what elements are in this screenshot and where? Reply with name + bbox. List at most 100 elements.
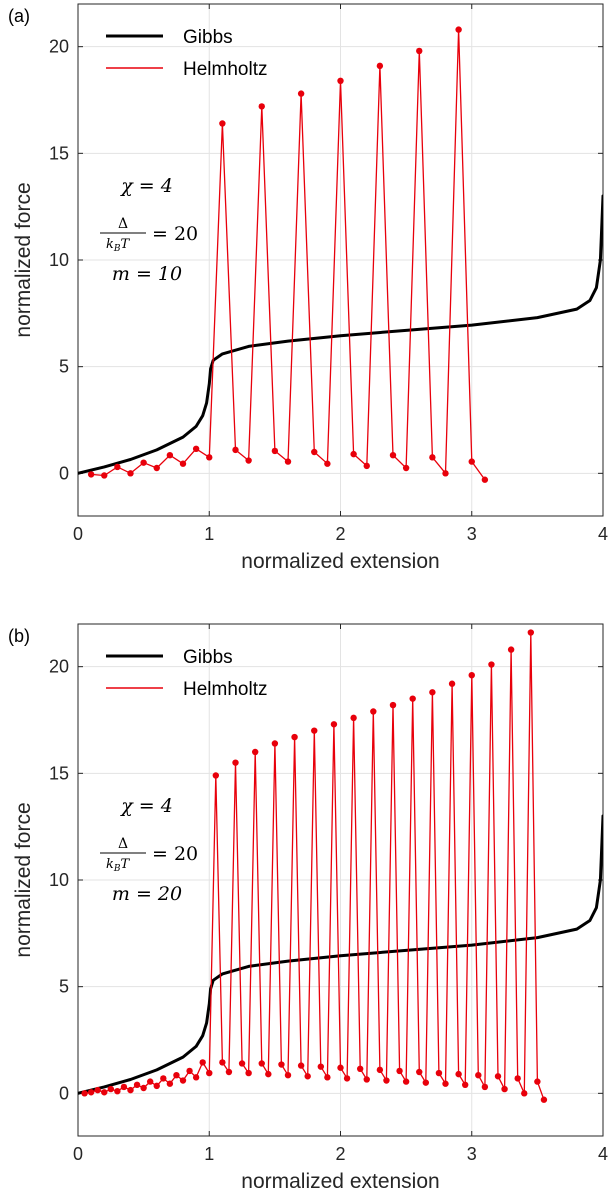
data-point (435, 1069, 443, 1077)
data-point (448, 680, 456, 687)
legend-label-gibbs: Gibbs (183, 27, 233, 48)
chart-panel-b: 0 1 2 3 4 0 5 10 15 20 normalized extension normali… (8, 623, 608, 1193)
data-point (238, 1060, 246, 1067)
data-point (153, 464, 160, 472)
data-point (192, 1074, 200, 1081)
data-point (251, 748, 259, 756)
data-point (271, 740, 279, 747)
data-point (540, 1096, 548, 1103)
data-point (324, 460, 331, 467)
data-point (507, 646, 515, 653)
data-point (219, 1059, 226, 1066)
data-point (422, 1079, 430, 1086)
annotation-chi: χ = 4 (119, 795, 173, 817)
data-point (416, 1068, 423, 1076)
data-point (363, 462, 370, 470)
legend: Gibbs Helmholtz (106, 27, 267, 80)
data-point (107, 1085, 115, 1093)
data-point (245, 1069, 252, 1077)
data-point (166, 1080, 174, 1087)
data-point (81, 1090, 88, 1097)
data-point (376, 62, 384, 70)
data-point (527, 629, 535, 636)
data-point (468, 458, 475, 465)
annotation-delta-num: Δ (118, 216, 128, 232)
data-point (291, 733, 298, 741)
data-point (173, 1072, 180, 1079)
data-point (455, 26, 462, 33)
data-point (475, 1072, 482, 1079)
annotation-m: m = 20 (112, 883, 182, 905)
data-point (521, 1090, 528, 1097)
series-line-gibbs (78, 194, 603, 475)
y-tick-label: 10 (49, 870, 69, 890)
data-point (179, 460, 187, 467)
data-point (416, 47, 423, 55)
data-point (429, 689, 436, 696)
y-tick-label: 20 (49, 657, 69, 677)
data-point (534, 1078, 541, 1085)
data-point (297, 90, 305, 97)
annotation-m: m = 10 (112, 263, 182, 285)
x-tick-label: 3 (467, 1144, 477, 1164)
y-tick-label: 10 (49, 250, 69, 270)
data-point (376, 1066, 384, 1074)
x-axis-label: normalized extension (241, 550, 439, 573)
chart-panel-a: 0 1 2 3 4 0 5 10 15 20 normalized extension normali… (8, 3, 608, 573)
data-point (258, 103, 265, 110)
data-point (461, 1081, 469, 1089)
x-tick-label: 4 (598, 1144, 608, 1164)
data-point (278, 1061, 285, 1068)
data-point (114, 1088, 121, 1095)
data-point (232, 759, 239, 766)
y-tick-label: 0 (59, 1083, 69, 1103)
legend: Gibbs Helmholtz (106, 647, 267, 700)
data-point (356, 1065, 364, 1073)
data-point (186, 1067, 193, 1075)
data-point (468, 672, 475, 679)
data-point (488, 661, 495, 668)
data-point (350, 714, 357, 722)
data-point (271, 447, 279, 455)
y-tick-label: 15 (49, 763, 69, 783)
data-point (114, 463, 121, 471)
den-t: T (121, 857, 131, 872)
data-point (179, 1077, 187, 1084)
den-k: k (106, 237, 114, 252)
data-point (311, 727, 318, 734)
x-axis-label: normalized extension (241, 1170, 439, 1193)
data-point (343, 1075, 351, 1082)
annotation-delta-num: Δ (118, 836, 128, 852)
data-point (120, 1083, 128, 1091)
data-point (192, 445, 200, 452)
x-tick-label: 1 (204, 524, 214, 544)
panel-label: (b) (8, 626, 30, 646)
data-point (206, 454, 213, 461)
data-point (245, 457, 252, 464)
annotation-delta-den: kBT (106, 857, 131, 874)
data-point (87, 471, 95, 478)
data-point (324, 1074, 331, 1081)
data-point (94, 1086, 101, 1094)
data-point (383, 1077, 390, 1084)
data-point (337, 1064, 344, 1071)
den-t: T (121, 237, 131, 252)
data-point (363, 1076, 370, 1083)
den-sub: B (113, 244, 121, 254)
series-helmholtz (81, 629, 548, 1103)
x-tick-label: 2 (335, 524, 345, 544)
x-tick-label: 4 (598, 524, 608, 544)
x-tick-label: 2 (335, 1144, 345, 1164)
data-point (330, 721, 338, 728)
data-point (442, 470, 449, 477)
data-point (304, 1073, 311, 1080)
data-point (146, 1078, 154, 1085)
data-point (265, 1070, 272, 1078)
data-point (514, 1075, 521, 1082)
legend-label-helmholtz: Helmholtz (183, 679, 267, 700)
data-point (232, 446, 239, 454)
data-point (389, 701, 397, 709)
